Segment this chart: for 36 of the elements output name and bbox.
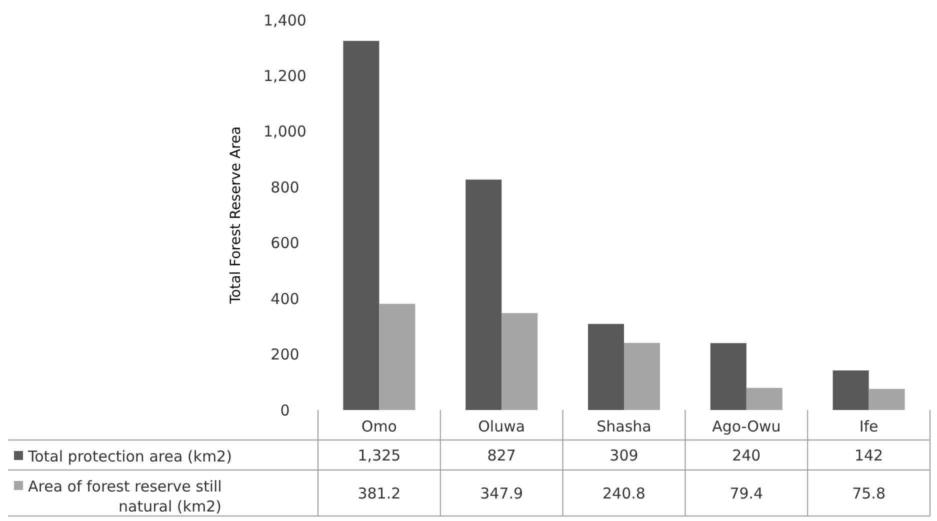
bar [746,388,782,410]
data-label: 240 [732,446,761,464]
y-tick-label: 400 [270,290,300,308]
legend-label: Total protection area (km2) [27,447,232,466]
y-tick-label: 1,000 [264,122,306,141]
data-label: 75.8 [852,484,886,502]
data-label: 381.2 [358,484,401,502]
y-tick-label: 1,400 [264,11,306,30]
x-tick-label: Ago-Owu [712,417,781,436]
data-label: 309 [610,446,638,464]
data-label: 142 [854,446,884,464]
data-label: 240.8 [602,484,646,502]
data-label: 827 [487,446,516,464]
bar [624,342,660,410]
bar [379,304,416,410]
data-label: 79.4 [730,484,764,502]
bar [710,343,746,410]
x-tick-label: Omo [361,417,398,436]
x-tick-label: Ife [859,417,878,436]
y-tick-label: 800 [270,178,300,196]
bar [466,180,502,410]
y-axis-title: Total Forest Reserve Area [228,126,244,305]
data-label: 1,325 [358,446,401,464]
bar [832,370,869,410]
bar [502,313,538,410]
x-tick-label: Oluwa [478,417,526,436]
x-tick-label: Shasha [596,417,652,436]
bar [588,324,624,410]
y-tick-label: 1,200 [264,66,306,85]
bar [343,40,380,410]
y-tick-label: 0 [280,401,290,420]
data-label: 347.9 [480,484,524,502]
y-tick-label: 200 [270,346,300,364]
bar [868,388,905,410]
y-tick-label: 600 [270,234,300,252]
legend-label: Area of forest reserve still natural (km2) [28,477,222,516]
